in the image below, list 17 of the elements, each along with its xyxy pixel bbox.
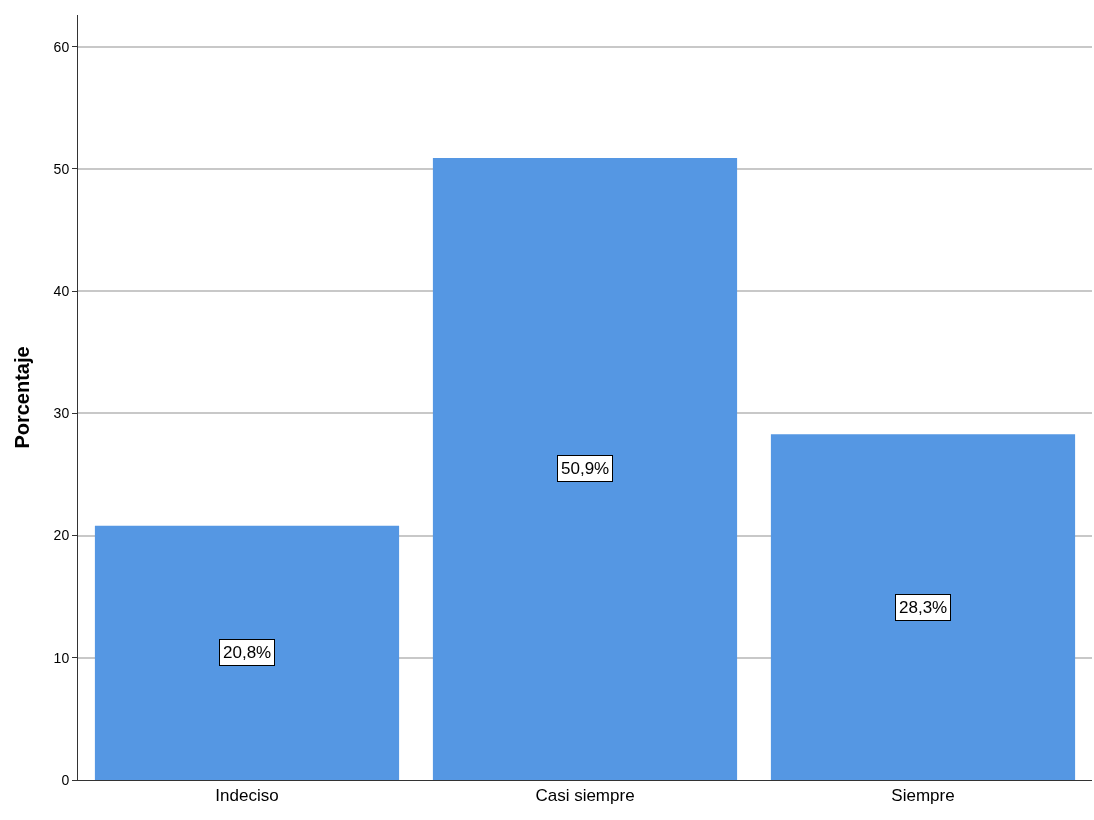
x-tick-label: Casi siempre <box>535 786 635 806</box>
y-tick-label: 50 <box>53 160 70 177</box>
bar <box>94 525 400 780</box>
y-tick-label: 10 <box>53 649 70 666</box>
y-tick-label: 20 <box>53 527 70 544</box>
x-tick-label: Siempre <box>891 786 955 806</box>
data-label: 50,9% <box>561 459 610 478</box>
bar <box>770 434 1076 780</box>
data-label: 28,3% <box>899 598 948 617</box>
y-tick-label: 30 <box>53 405 70 422</box>
y-tick-label: 0 <box>61 771 70 788</box>
data-label: 20,8% <box>223 643 272 662</box>
x-tick-label: Indeciso <box>215 786 279 806</box>
y-tick-label: 60 <box>53 38 70 55</box>
y-axis-title: Porcentaje <box>11 346 34 449</box>
bar <box>432 157 738 780</box>
y-tick-label: 40 <box>53 283 70 300</box>
